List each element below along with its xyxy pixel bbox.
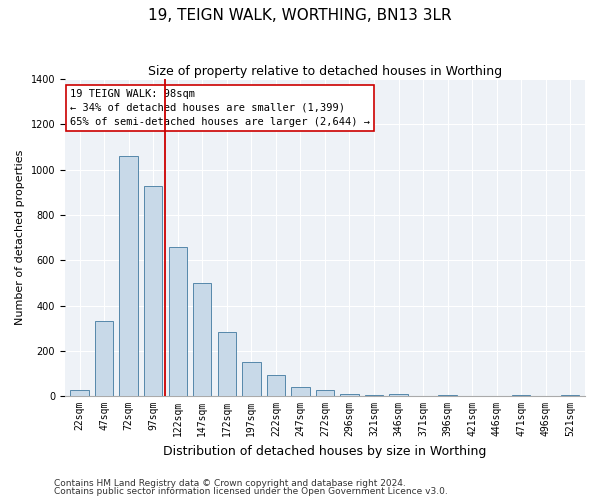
Text: 19 TEIGN WALK: 98sqm
← 34% of detached houses are smaller (1,399)
65% of semi-de: 19 TEIGN WALK: 98sqm ← 34% of detached h… [70,88,370,126]
Bar [291,387,310,396]
Text: 19, TEIGN WALK, WORTHING, BN13 3LR: 19, TEIGN WALK, WORTHING, BN13 3LR [148,8,452,22]
Y-axis label: Number of detached properties: Number of detached properties [15,150,25,326]
Bar [389,394,408,396]
Bar [169,246,187,396]
Bar [266,374,285,396]
Bar [218,332,236,396]
Bar [242,362,260,396]
Bar [439,395,457,396]
Bar [512,395,530,396]
Bar [70,390,89,396]
Title: Size of property relative to detached houses in Worthing: Size of property relative to detached ho… [148,65,502,78]
Bar [316,390,334,396]
Bar [95,322,113,396]
Bar [119,156,138,396]
Bar [365,395,383,396]
Text: Contains HM Land Registry data © Crown copyright and database right 2024.: Contains HM Land Registry data © Crown c… [54,478,406,488]
Bar [340,394,359,396]
X-axis label: Distribution of detached houses by size in Worthing: Distribution of detached houses by size … [163,444,487,458]
Bar [561,395,580,396]
Bar [193,283,211,396]
Bar [144,186,163,396]
Text: Contains public sector information licensed under the Open Government Licence v3: Contains public sector information licen… [54,487,448,496]
